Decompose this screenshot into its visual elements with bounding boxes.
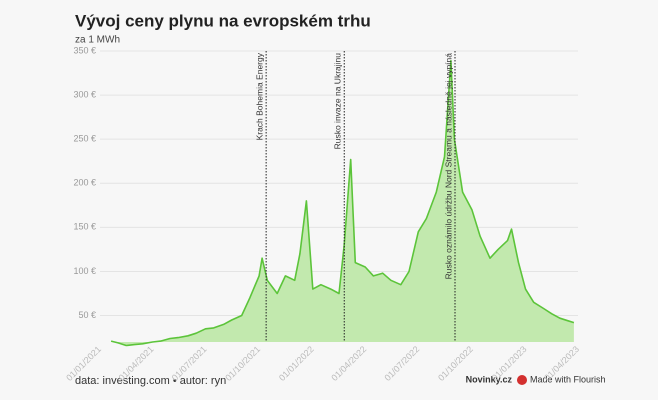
x-tick-label: 01/04/2022	[329, 344, 368, 383]
chart-subtitle: za 1 MWh	[75, 35, 120, 46]
chart-title: Vývoj ceny plynu na evropském trhu	[75, 11, 371, 30]
annotation-text: Rusko invaze na Ukrajinu	[332, 53, 342, 150]
source: data: investing.com • autor: ryn	[75, 375, 226, 387]
area	[111, 60, 574, 346]
x-tick-label: 01/01/2022	[277, 344, 316, 383]
annotation-text: Rusko oznámilo údržbu Nord Streamu a nás…	[443, 53, 453, 280]
y-tick-label: 200 €	[73, 178, 96, 188]
brand: Novinky.cz	[466, 374, 513, 384]
line	[110, 59, 575, 347]
y-tick-label: 350 €	[73, 45, 96, 55]
annotation-text: Krach Bohemia Energy	[254, 52, 264, 140]
x-tick-label: 01/10/2021	[223, 344, 262, 383]
flourish-icon	[517, 375, 527, 385]
y-tick-label: 150 €	[73, 222, 96, 232]
x-tick-label: 01/07/2022	[382, 344, 421, 383]
y-tick-label: 250 €	[73, 134, 96, 144]
y-tick-label: 50 €	[78, 310, 96, 320]
y-tick-label: 300 €	[73, 89, 96, 99]
y-tick-label: 100 €	[73, 266, 96, 276]
made-with[interactable]: Made with Flourish	[530, 374, 606, 384]
